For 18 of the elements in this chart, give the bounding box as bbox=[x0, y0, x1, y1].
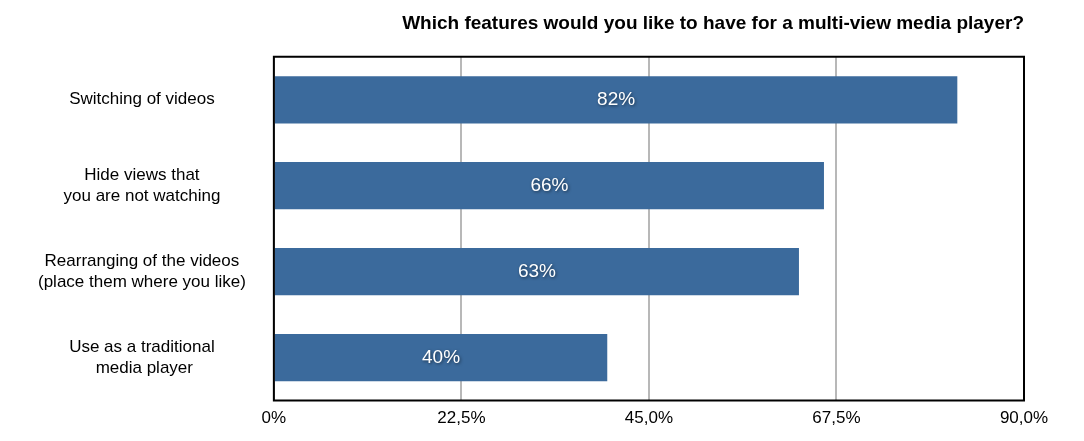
bar bbox=[274, 248, 799, 296]
data-label: 82% bbox=[597, 88, 636, 110]
bar bbox=[274, 76, 958, 124]
x-tick-label: 45,0% bbox=[624, 408, 674, 428]
bar bbox=[274, 162, 824, 210]
y-tick-label: Switching of videos bbox=[69, 89, 215, 109]
data-label: 66% bbox=[530, 173, 569, 195]
data-label: 63% bbox=[517, 259, 557, 281]
x-tick-label: 0% bbox=[261, 408, 287, 428]
x-tick-label: 90,0% bbox=[999, 408, 1049, 428]
data-label: 40% bbox=[422, 345, 461, 367]
bar bbox=[274, 333, 608, 382]
y-tick-label: Hide views that you are not watching bbox=[63, 165, 221, 205]
y-tick-label: Use as a traditional media player bbox=[69, 337, 215, 377]
chart-title: Which features would you like to have for a multi-view media player? bbox=[402, 11, 1024, 33]
y-tick-label: Rearranging of the videos (place them where you like) bbox=[38, 251, 246, 291]
x-tick-label: 22,5% bbox=[437, 408, 486, 428]
x-tick-label: 67,5% bbox=[812, 408, 861, 428]
